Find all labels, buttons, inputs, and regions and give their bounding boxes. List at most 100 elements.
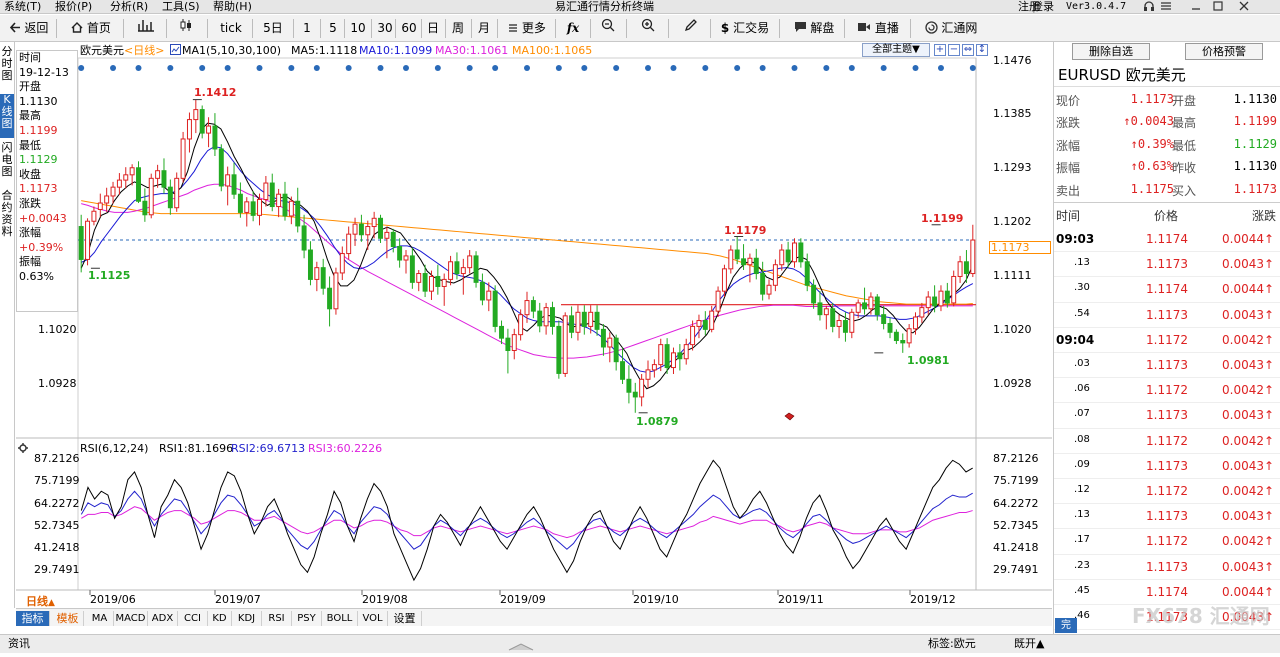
indicator-psy[interactable]: PSY bbox=[292, 611, 322, 626]
register-link[interactable]: 注册 bbox=[1018, 0, 1040, 13]
indicator-settings[interactable]: 设置 bbox=[388, 611, 422, 626]
indicator-kdj[interactable]: KDJ bbox=[232, 611, 262, 626]
period-tick[interactable]: tick bbox=[220, 21, 242, 35]
headset-icon[interactable] bbox=[1143, 0, 1155, 16]
ticks-change-header: 涨跌 bbox=[1252, 209, 1277, 223]
period-month[interactable]: 月 bbox=[477, 21, 490, 35]
remove-indicator-icon[interactable]: − bbox=[948, 44, 960, 56]
nav-contract[interactable]: 合约资料 bbox=[1, 189, 13, 238]
candlestick-icon[interactable] bbox=[176, 18, 200, 39]
tick-time: .17 bbox=[1074, 534, 1090, 546]
nav-kline[interactable]: K线图 bbox=[0, 94, 14, 138]
add-indicator-icon[interactable]: + bbox=[934, 44, 946, 56]
candle-body bbox=[537, 310, 543, 327]
period-selector[interactable]: 日线▲ bbox=[26, 593, 55, 609]
zoom-out-icon[interactable] bbox=[598, 18, 618, 39]
candle-body bbox=[963, 261, 969, 275]
draw-pen-icon[interactable] bbox=[680, 18, 702, 39]
indicator-adx[interactable]: ADX bbox=[148, 611, 178, 626]
indicator-cci[interactable]: CCI bbox=[178, 611, 208, 626]
candle-body bbox=[575, 311, 581, 333]
candle-body bbox=[320, 267, 326, 289]
price-alert-button[interactable]: 价格预警 bbox=[1185, 43, 1263, 60]
candle-body bbox=[804, 261, 810, 286]
annotation-high: 1.1179 bbox=[724, 224, 767, 237]
indicator-ma[interactable]: MA bbox=[86, 611, 114, 626]
fit-icon[interactable]: ⇔ bbox=[962, 44, 974, 56]
more-button[interactable]: 更多 bbox=[504, 18, 550, 39]
candle-body bbox=[734, 249, 740, 260]
back-button[interactable]: 返回 bbox=[6, 18, 52, 39]
candle-body bbox=[148, 177, 154, 216]
login-link[interactable]: 登录 bbox=[1032, 0, 1054, 13]
theme-dropdown[interactable]: 全部主题▼ bbox=[862, 43, 930, 57]
indicator-vol[interactable]: VOL bbox=[358, 611, 388, 626]
expand-icon[interactable]: ↕ bbox=[976, 44, 988, 56]
tick-list[interactable]: 09:03 1.1174 0.0044↑ .13 1.1173 0.0043↑ .30 1.1… bbox=[1054, 227, 1280, 632]
tick-time: .09 bbox=[1074, 458, 1090, 470]
close-icon[interactable] bbox=[1238, 0, 1250, 16]
tick-row: 09:04 1.1172 0.0042↑ bbox=[1054, 328, 1280, 353]
menu-help[interactable]: 帮助(H) bbox=[213, 0, 252, 13]
zoom-in-icon[interactable] bbox=[638, 18, 658, 39]
period-5day[interactable]: 5日 bbox=[263, 21, 283, 35]
period-60min[interactable]: 60 bbox=[401, 21, 417, 35]
remove-watchlist-button[interactable]: 删除自选 bbox=[1072, 43, 1150, 60]
period-week[interactable]: 周 bbox=[451, 21, 464, 35]
candle-body bbox=[365, 226, 371, 236]
event-flag-icon[interactable] bbox=[784, 410, 795, 424]
version-label: Ver3.0.4.7 bbox=[1066, 1, 1127, 12]
x-axis-label: 2019/10 bbox=[633, 593, 679, 606]
menu-icon[interactable] bbox=[1160, 0, 1172, 16]
event-marker-dot bbox=[759, 65, 766, 71]
menu-system[interactable]: 系统(T) bbox=[4, 0, 42, 13]
candle-body bbox=[269, 182, 275, 208]
annotation-low: 1.0879 bbox=[636, 415, 679, 428]
collapse-arrow-icon[interactable] bbox=[508, 639, 534, 657]
jiepan-button[interactable]: 解盘 bbox=[789, 18, 839, 39]
maximize-icon[interactable] bbox=[1212, 0, 1224, 16]
status-info-tab[interactable]: 资讯 bbox=[8, 637, 30, 650]
zhibo-button[interactable]: 直播 bbox=[853, 18, 903, 39]
period-10min[interactable]: 10 bbox=[350, 21, 366, 35]
nav-timeshare[interactable]: 分时图 bbox=[1, 45, 13, 82]
panel-bottom-tab[interactable]: 完 bbox=[1055, 618, 1077, 633]
candle-body bbox=[295, 200, 301, 227]
rsi-settings-icon[interactable] bbox=[18, 442, 28, 456]
period-30min[interactable]: 30 bbox=[377, 21, 393, 35]
minimize-icon[interactable] bbox=[1190, 0, 1202, 16]
bar-chart-icon[interactable] bbox=[134, 18, 158, 39]
candle-body bbox=[129, 167, 135, 176]
menu-tools[interactable]: 工具(S) bbox=[162, 0, 200, 13]
candle-body bbox=[690, 325, 696, 346]
tick-change: 0.0042↑ bbox=[1222, 383, 1275, 398]
dollar-icon: $ bbox=[720, 21, 730, 35]
nav-flash[interactable]: 闪电图 bbox=[1, 141, 13, 178]
period-day[interactable]: 日 bbox=[426, 21, 439, 35]
indicator-rsi[interactable]: RSI bbox=[262, 611, 292, 626]
indicator-kd[interactable]: KD bbox=[208, 611, 232, 626]
menu-quote[interactable]: 报价(P) bbox=[55, 0, 93, 13]
candle-body bbox=[715, 290, 721, 312]
tab-indicators[interactable]: 指标 bbox=[16, 611, 50, 626]
event-marker-dot bbox=[823, 65, 830, 71]
candle-body bbox=[753, 257, 759, 275]
status-rank[interactable]: 既开▲ bbox=[1014, 637, 1045, 650]
tab-templates[interactable]: 模板 bbox=[52, 611, 84, 626]
period-5min[interactable]: 5 bbox=[329, 21, 337, 35]
period-1min[interactable]: 1 bbox=[303, 21, 311, 35]
huitongwang-button[interactable]: 汇通网 bbox=[920, 18, 982, 39]
indicator-boll[interactable]: BOLL bbox=[322, 611, 358, 626]
candle-body bbox=[772, 264, 778, 286]
huijiaoyi-button[interactable]: $ 汇交易 bbox=[717, 18, 773, 39]
menu-analysis[interactable]: 分析(R) bbox=[110, 0, 149, 13]
arrow-up-icon: ↑ bbox=[1130, 137, 1138, 151]
ma-settings-icon[interactable] bbox=[170, 44, 181, 58]
indicator-macd[interactable]: MACD bbox=[114, 611, 148, 626]
kline-chart[interactable] bbox=[16, 42, 1052, 608]
fx-formula-icon[interactable]: fx bbox=[566, 21, 580, 35]
rsi-tick: 64.2272 bbox=[993, 497, 1039, 510]
home-button[interactable]: 首页 bbox=[66, 18, 116, 39]
tick-price: 1.1174 bbox=[1146, 282, 1188, 297]
chart-area[interactable]: 欧元美元<日线> MA1(5,10,30,100) MA5:1.1118 MA1… bbox=[16, 42, 1052, 608]
